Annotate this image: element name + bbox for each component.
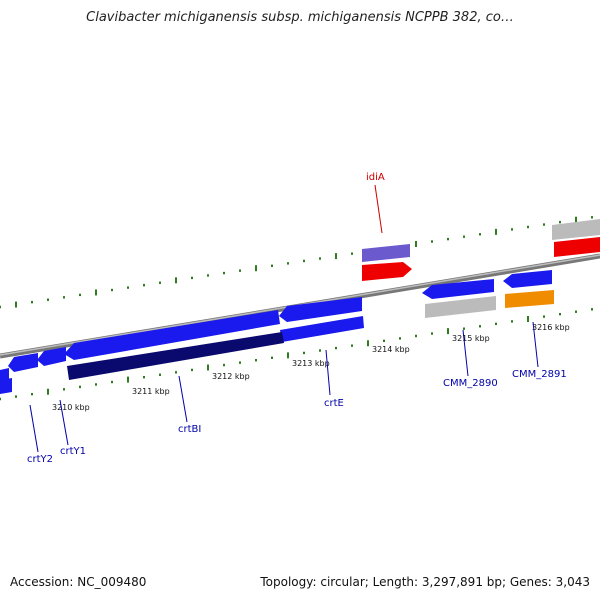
- leader-line-CMM-2890: [462, 329, 469, 377]
- gene-label-crtY1[interactable]: crtY1: [60, 446, 86, 457]
- tick-label-3216: 3216 kbp: [532, 323, 570, 332]
- gene-feature-crtY1[interactable]: [37, 347, 66, 366]
- gene-feature-right-red[interactable]: [554, 237, 600, 257]
- leader-line-idiA: [374, 184, 383, 234]
- gene-label-crtY2[interactable]: crtY2: [27, 454, 53, 465]
- gene-feature-crtBI-upper[interactable]: [64, 310, 280, 360]
- tick-label-3212: 3212 kbp: [212, 372, 250, 381]
- gene-feature-crtY2[interactable]: [8, 353, 38, 372]
- tick-label-3214: 3214 kbp: [372, 345, 410, 354]
- gene-feature-crtE-upper[interactable]: [279, 297, 362, 322]
- gene-label-crtE[interactable]: crtE: [324, 398, 344, 409]
- genome-summary-text: Topology: circular; Length: 3,297,891 bp…: [260, 575, 590, 589]
- gene-feature-CMM-2890-gray[interactable]: [425, 296, 496, 318]
- gene-feature-CMM-2891-orange[interactable]: [505, 290, 554, 308]
- leader-line-CMM-2891: [532, 321, 539, 368]
- leader-line-crtY2: [29, 404, 39, 453]
- accession-text: Accession: NC_009480: [10, 575, 147, 589]
- gene-feature-left-lower[interactable]: [0, 378, 12, 394]
- gene-label-crtBI[interactable]: crtBI: [178, 424, 201, 435]
- gene-label-CMM-2891[interactable]: CMM_2891: [512, 369, 567, 380]
- leader-line-crtY1: [59, 399, 69, 446]
- gene-feature-CMM-2891[interactable]: [503, 270, 552, 288]
- tick-label-3210: 3210 kbp: [52, 403, 90, 412]
- gene-label-idiA[interactable]: idiA: [366, 172, 385, 183]
- gene-feature-CMM-2890[interactable]: [422, 279, 494, 299]
- leader-line-crtE: [325, 349, 331, 396]
- tick-label-3211: 3211 kbp: [132, 387, 170, 396]
- gene-feature-crtBI-lower[interactable]: [67, 332, 284, 380]
- gene-feature-crtE-lower[interactable]: [280, 316, 364, 342]
- map-title: Clavibacter michiganensis subsp. michiga…: [86, 10, 514, 25]
- tick-label-3213: 3213 kbp: [292, 359, 330, 368]
- tick-label-3215: 3215 kbp: [452, 334, 490, 343]
- tick-row-upper: [0, 216, 593, 309]
- gene-feature-idiA-purple[interactable]: [362, 244, 410, 262]
- leader-line-crtBI: [178, 375, 188, 423]
- gene-label-CMM-2890[interactable]: CMM_2890: [443, 378, 498, 389]
- gene-feature-idiA[interactable]: [362, 262, 412, 281]
- tick-row-lower: [0, 308, 593, 401]
- gene-feature-right-gray[interactable]: [552, 219, 600, 240]
